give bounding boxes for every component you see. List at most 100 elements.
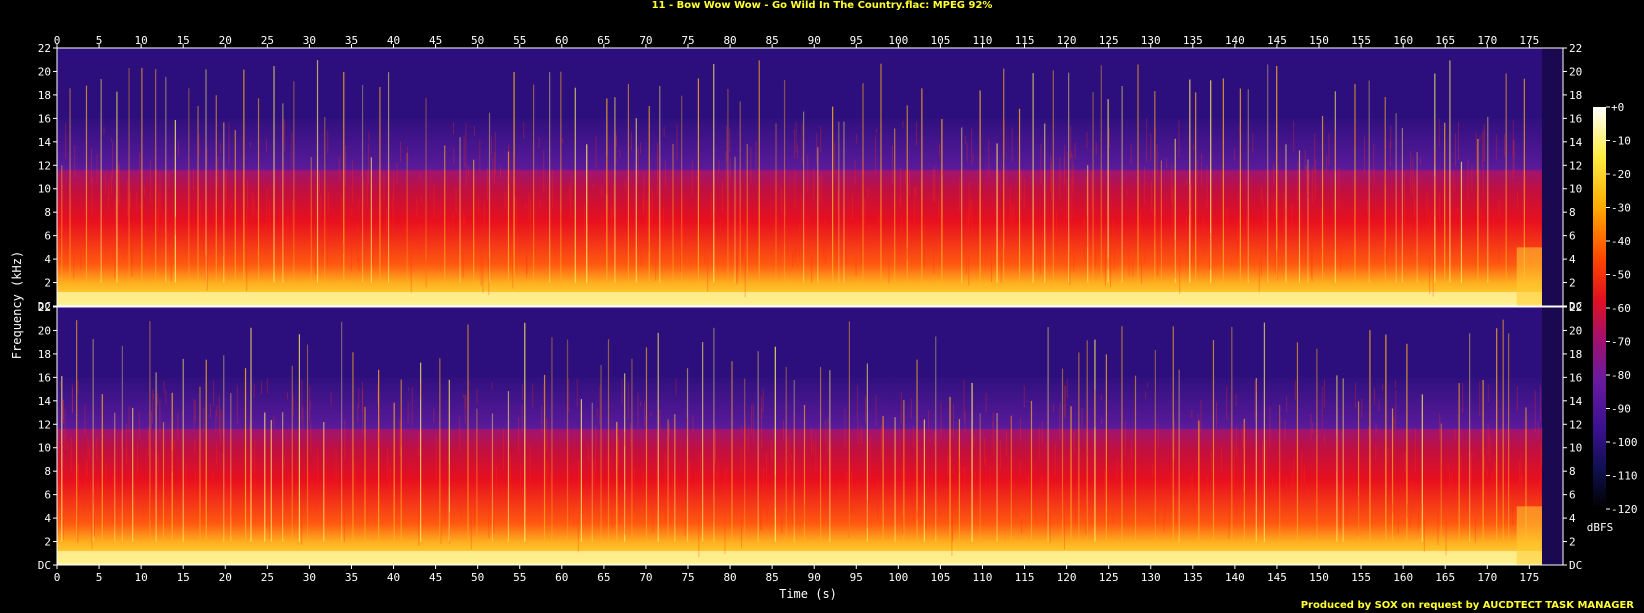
texture-line <box>1191 409 1193 418</box>
texture-line <box>492 156 494 181</box>
texture-line <box>636 231 638 236</box>
transient-streak <box>635 118 637 283</box>
transient-streak <box>132 407 134 542</box>
texture-line <box>150 492 152 521</box>
texture-line <box>512 255 514 289</box>
texture-line <box>158 489 160 518</box>
texture-line <box>1027 475 1029 492</box>
texture-line <box>377 384 379 405</box>
texture-line <box>261 380 263 395</box>
transient-streak <box>1247 89 1249 283</box>
texture-line <box>62 513 64 541</box>
transient-streak <box>916 359 918 542</box>
texture-line <box>612 254 614 263</box>
texture-line <box>519 465 521 499</box>
texture-line <box>480 246 482 286</box>
texture-line <box>273 415 275 428</box>
x-tick-label: 120 <box>1057 34 1077 47</box>
spectrum-band <box>57 118 1542 306</box>
texture-line <box>760 510 762 530</box>
transient-streak <box>1368 80 1370 283</box>
transient-streak <box>1279 404 1281 542</box>
texture-line <box>464 394 466 424</box>
texture-line <box>1305 165 1307 170</box>
texture-line <box>1073 432 1075 452</box>
texture-line <box>947 454 949 476</box>
transient-streak <box>244 368 247 542</box>
y-tick-label: DC <box>38 559 51 572</box>
texture-line <box>823 236 825 258</box>
transient-streak <box>1255 378 1257 542</box>
texture-line <box>682 481 684 511</box>
texture-line <box>1308 171 1310 181</box>
transient-streak <box>250 327 252 542</box>
texture-line <box>816 133 818 165</box>
channel-panel-1 <box>56 47 1564 307</box>
texture-line <box>468 380 470 387</box>
transient-streak <box>473 159 475 283</box>
texture-line <box>735 188 737 207</box>
transient-streak <box>793 379 795 542</box>
transient-streak <box>591 402 593 542</box>
texture-line <box>1397 502 1399 535</box>
texture-line <box>891 145 893 184</box>
texture-line <box>448 463 450 487</box>
texture-line <box>309 401 311 410</box>
texture-line <box>824 420 826 444</box>
transient-streak <box>817 147 819 283</box>
texture-line <box>937 487 939 503</box>
texture-line <box>157 393 159 405</box>
texture-line <box>698 515 700 557</box>
texture-line <box>1154 127 1156 141</box>
transient-streak <box>323 422 325 542</box>
texture-line <box>1326 155 1328 173</box>
texture-line <box>216 442 218 465</box>
texture-line <box>933 234 935 274</box>
texture-line <box>760 504 762 531</box>
transient-streak <box>1298 150 1301 283</box>
texture-line <box>1100 394 1102 401</box>
y-tick-label: 2 <box>44 277 51 290</box>
texture-line <box>633 467 635 505</box>
fade-out <box>1516 247 1542 306</box>
transient-streak <box>364 406 366 542</box>
transient-streak <box>757 351 759 542</box>
channel-panel-2 <box>56 306 1564 566</box>
texture-line <box>1540 443 1542 488</box>
texture-line <box>1066 378 1068 399</box>
texture-line <box>959 465 961 490</box>
texture-line <box>127 193 129 216</box>
texture-line <box>918 487 920 517</box>
transient-streak <box>343 71 345 283</box>
texture-line <box>338 155 340 181</box>
transient-streak <box>1068 72 1070 283</box>
transient-streak <box>645 347 648 542</box>
texture-line <box>357 404 359 422</box>
texture-line <box>283 118 285 152</box>
texture-line <box>807 154 809 194</box>
texture-line <box>1541 427 1543 469</box>
x-tick-label: 165 <box>1435 571 1455 584</box>
texture-line <box>104 173 106 194</box>
transient-streak <box>697 78 699 283</box>
texture-line <box>1473 453 1475 458</box>
texture-line <box>523 122 525 139</box>
texture-line <box>818 175 820 202</box>
texture-line <box>396 162 398 184</box>
texture-line <box>615 131 617 164</box>
texture-line <box>546 418 548 452</box>
texture-line <box>1320 209 1322 228</box>
texture-line <box>308 473 310 481</box>
texture-line <box>812 441 814 453</box>
texture-line <box>309 224 311 255</box>
transient-streak <box>551 337 553 542</box>
transient-streak <box>1094 339 1096 542</box>
x-tick-label: 40 <box>387 34 400 47</box>
texture-line <box>1139 229 1141 249</box>
texture-line <box>1202 217 1204 232</box>
texture-line <box>552 169 554 209</box>
texture-line <box>1188 201 1190 207</box>
texture-line <box>643 402 645 426</box>
y-tick-label: 8 <box>1569 465 1576 478</box>
texture-line <box>1246 218 1248 247</box>
